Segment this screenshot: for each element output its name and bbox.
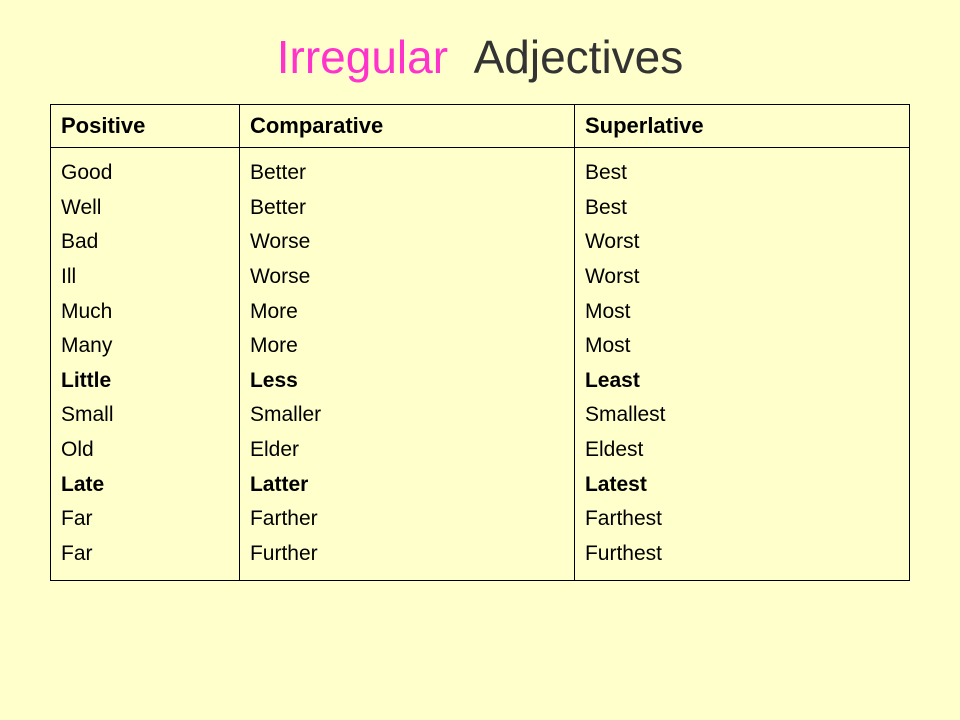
superlative-word: Eldest: [585, 433, 899, 468]
comparative-word: Better: [250, 191, 564, 226]
comparative-word: Worse: [250, 225, 564, 260]
comparative-word: Worse: [250, 260, 564, 295]
comparative-word: Better: [250, 156, 564, 191]
title-word-adjectives: Adjectives: [474, 31, 684, 83]
positive-word: Good: [61, 156, 229, 191]
irregular-adjectives-table: Positive Comparative Superlative GoodWel…: [50, 104, 910, 581]
column-header-comparative: Comparative: [239, 105, 574, 148]
comparative-word: Further: [250, 537, 564, 572]
slide-title: Irregular Adjectives: [0, 0, 960, 104]
positive-word: Well: [61, 191, 229, 226]
comparative-word: Smaller: [250, 398, 564, 433]
positive-word: Far: [61, 502, 229, 537]
comparative-word: Farther: [250, 502, 564, 537]
superlative-word: Worst: [585, 225, 899, 260]
column-header-superlative: Superlative: [574, 105, 909, 148]
column-header-positive: Positive: [51, 105, 240, 148]
comparative-word: More: [250, 295, 564, 330]
comparative-word: Latter: [250, 468, 564, 503]
positive-word: Far: [61, 537, 229, 572]
table-body-row: GoodWellBadIllMuchManyLittleSmallOldLate…: [51, 148, 910, 581]
positive-cell: GoodWellBadIllMuchManyLittleSmallOldLate…: [51, 148, 240, 581]
superlative-word: Smallest: [585, 398, 899, 433]
superlative-word: Furthest: [585, 537, 899, 572]
positive-word: Bad: [61, 225, 229, 260]
superlative-word: Worst: [585, 260, 899, 295]
comparative-word: Elder: [250, 433, 564, 468]
comparative-word: More: [250, 329, 564, 364]
superlative-cell: BestBestWorstWorstMostMostLeastSmallestE…: [574, 148, 909, 581]
positive-word: Old: [61, 433, 229, 468]
positive-word: Late: [61, 468, 229, 503]
positive-word: Much: [61, 295, 229, 330]
positive-word: Little: [61, 364, 229, 399]
superlative-word: Most: [585, 329, 899, 364]
comparative-word: Less: [250, 364, 564, 399]
table-header-row: Positive Comparative Superlative: [51, 105, 910, 148]
positive-word: Many: [61, 329, 229, 364]
superlative-word: Latest: [585, 468, 899, 503]
positive-word: Small: [61, 398, 229, 433]
superlative-word: Least: [585, 364, 899, 399]
superlative-word: Most: [585, 295, 899, 330]
comparative-cell: BetterBetterWorseWorseMoreMoreLessSmalle…: [239, 148, 574, 581]
superlative-word: Best: [585, 156, 899, 191]
title-word-irregular: Irregular: [277, 31, 448, 83]
superlative-word: Farthest: [585, 502, 899, 537]
positive-word: Ill: [61, 260, 229, 295]
superlative-word: Best: [585, 191, 899, 226]
